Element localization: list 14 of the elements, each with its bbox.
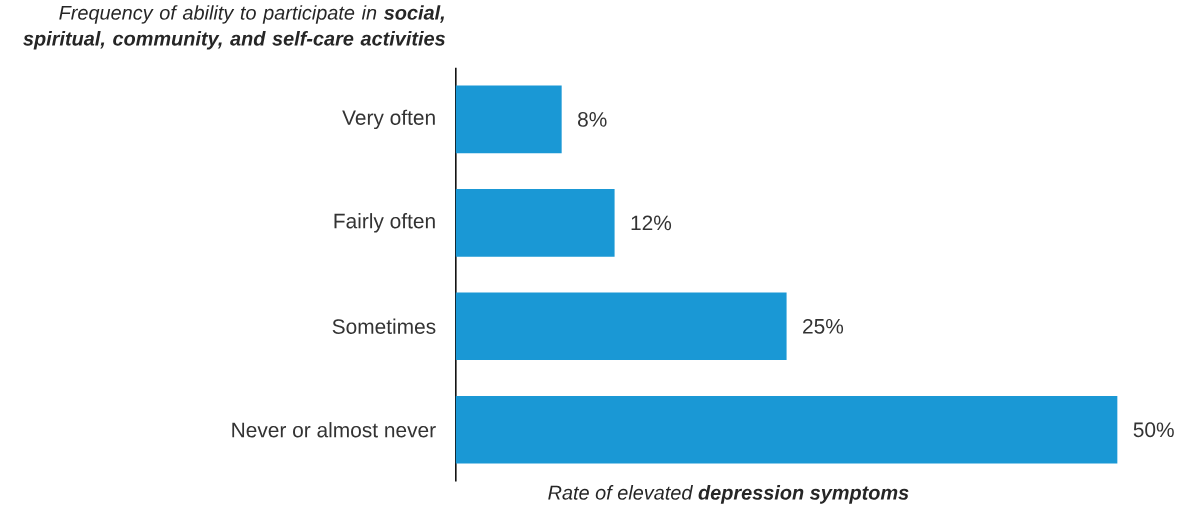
bar — [455, 292, 787, 360]
y-axis-title: Frequency of ability to participate in social, spiritual, community, and self-care activities — [23, 4, 445, 50]
data-label: 12% — [631, 215, 672, 231]
y-tick-label: Sometimes — [332, 318, 436, 334]
y-tick-label: Fairly often — [334, 212, 435, 233]
data-label: 8% — [578, 111, 607, 127]
bar — [455, 85, 562, 154]
y-tick-label: Very often — [342, 109, 435, 129]
x-axis-title: Rate of elevated depression symptoms — [548, 484, 909, 504]
bar — [455, 188, 615, 257]
bar — [455, 395, 1118, 464]
data-label: 25% — [803, 318, 844, 334]
y-tick-label: Never or almost never — [232, 421, 436, 438]
data-label: 50% — [1133, 422, 1174, 437]
